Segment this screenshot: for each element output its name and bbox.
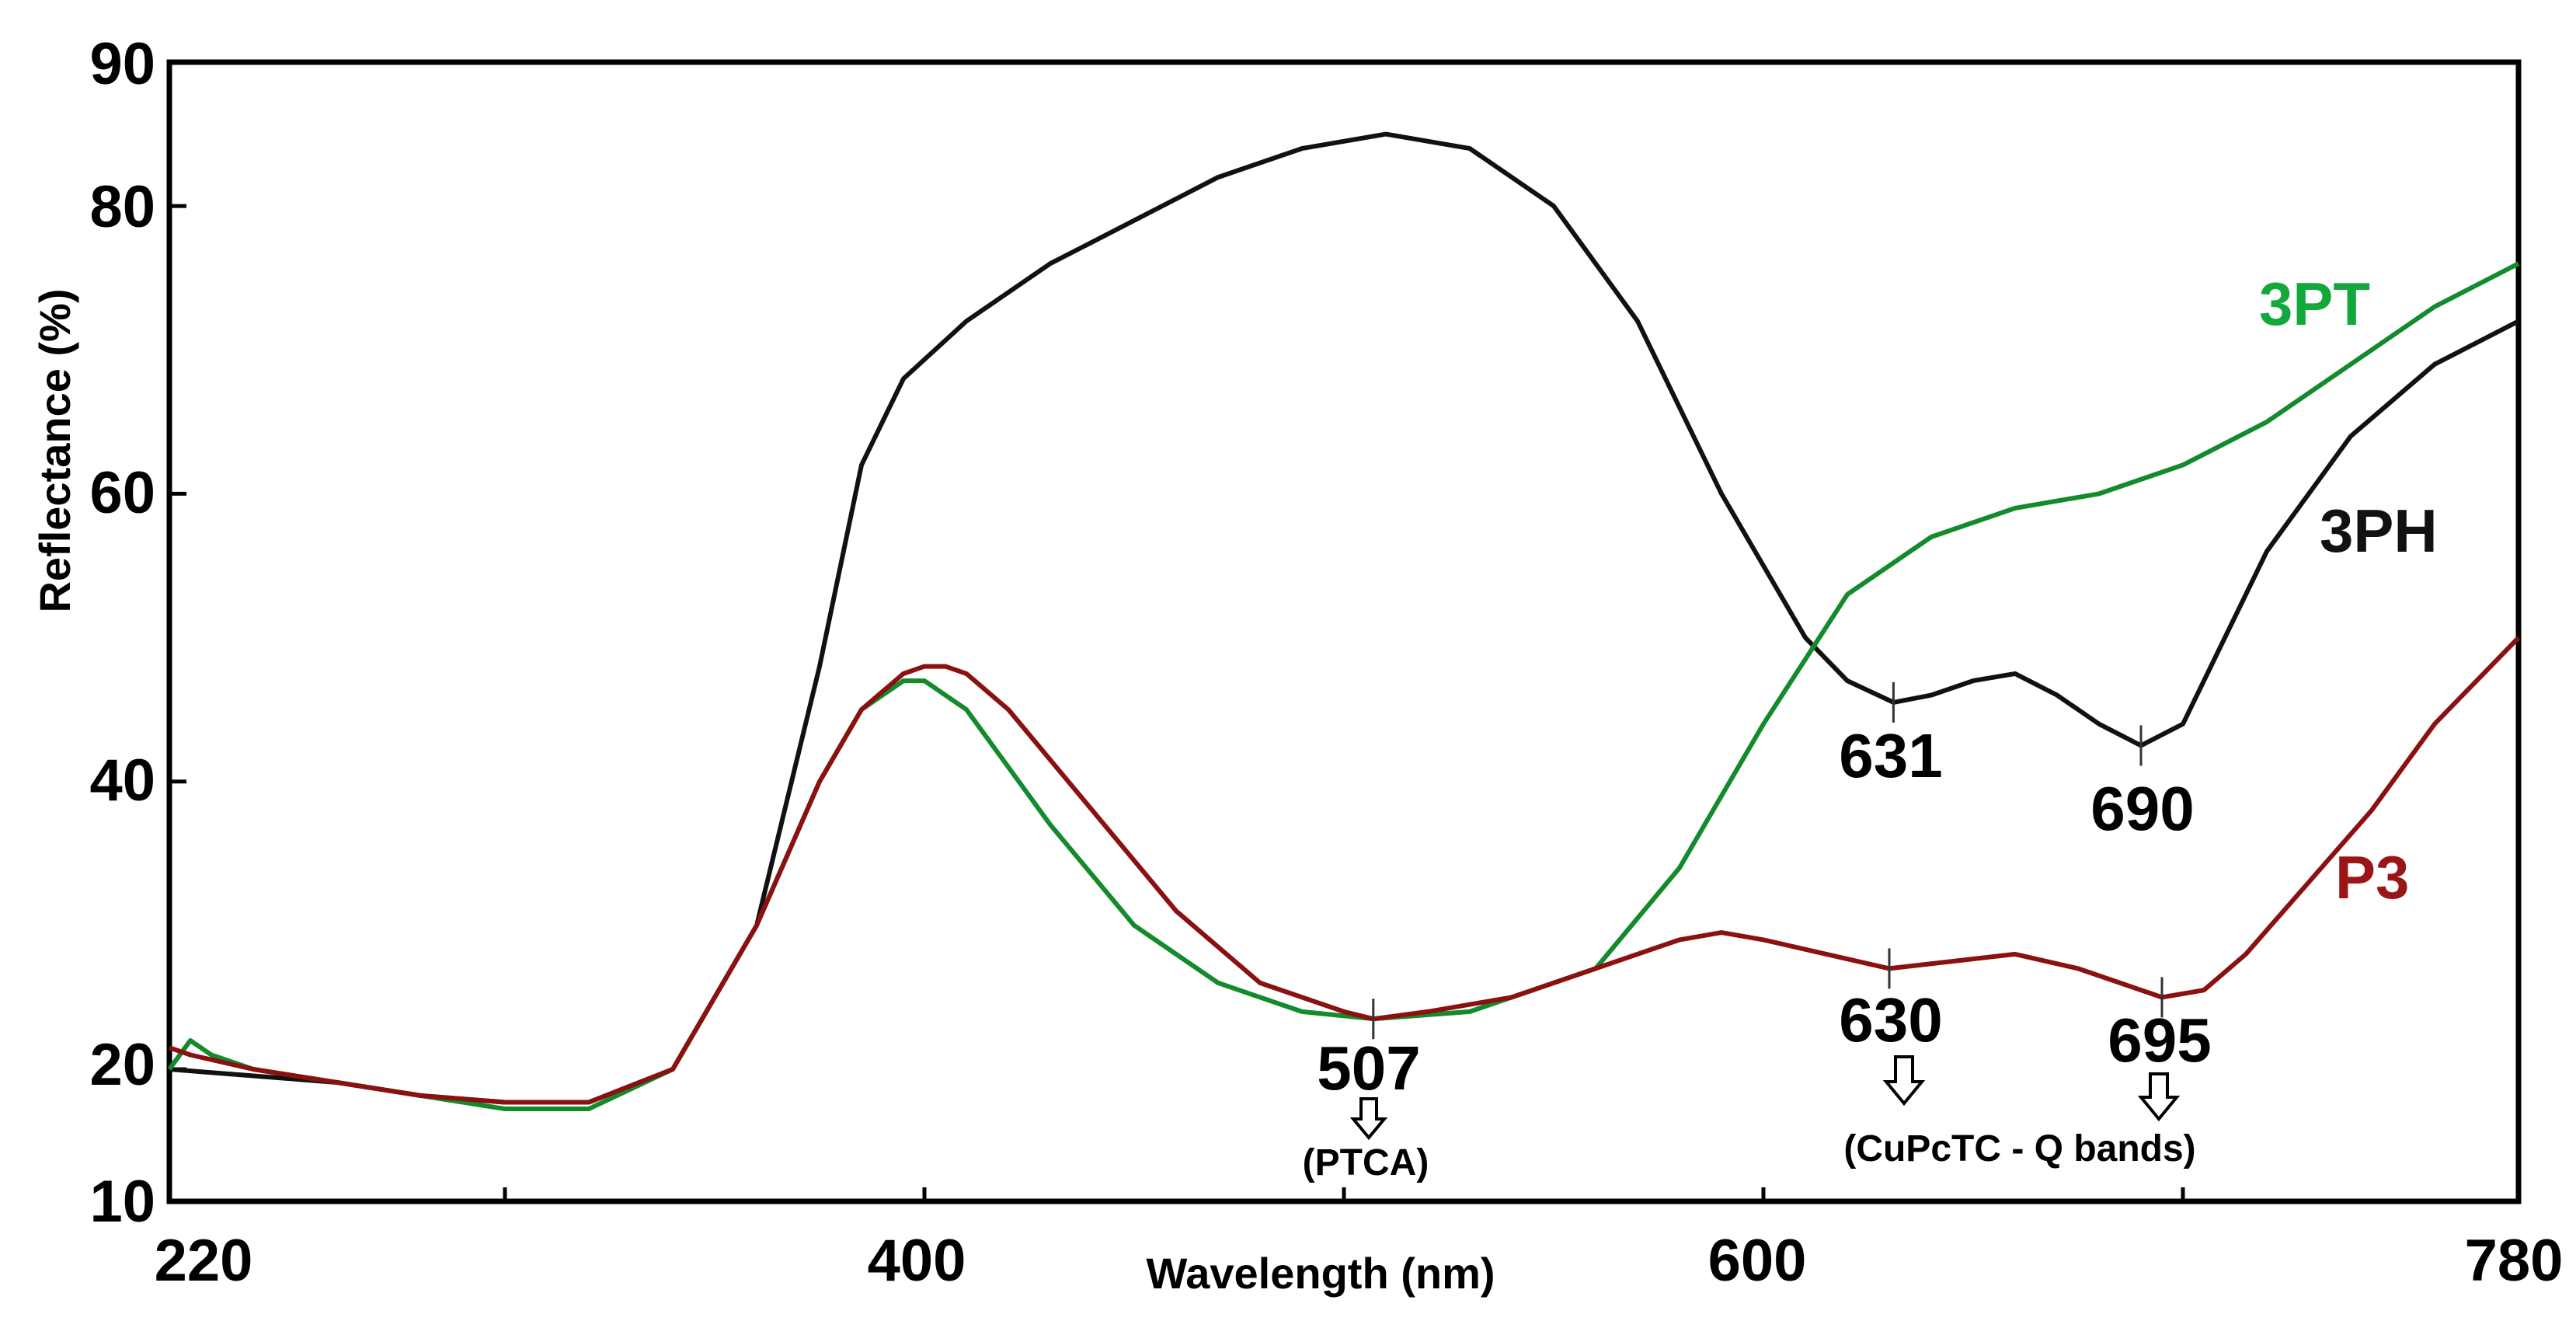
series-line-p3 — [169, 636, 2521, 1105]
x-axis-ticks — [503, 1187, 2185, 1201]
x-tick-label-600: 600 — [1708, 1228, 1807, 1294]
series-label-p3: P3 — [2335, 843, 2409, 911]
y-tick-label-80: 80 — [89, 174, 155, 240]
down-arrow-icon — [1349, 1097, 1388, 1141]
note-cupctc-q-bands: (CuPcTC - Q bands) — [1843, 1128, 2195, 1169]
annotation-label-630: 630 — [1839, 985, 1942, 1054]
note-ptca: (PTCA) — [1303, 1142, 1429, 1183]
series-line-3ph — [169, 131, 2520, 1105]
y-axis-title: Reflectance (%) — [30, 288, 79, 612]
annotation-label-695: 695 — [2108, 1006, 2211, 1075]
x-tick-label-220: 220 — [155, 1228, 253, 1294]
y-tick-label-10: 10 — [89, 1169, 155, 1235]
x-axis-title: Wavelength (nm) — [1146, 1249, 1495, 1298]
x-tick-label-780: 780 — [2465, 1228, 2564, 1294]
annotation-ticks — [1372, 681, 2163, 1040]
y-tick-label-40: 40 — [89, 748, 155, 814]
down-arrow-icon — [1882, 1055, 1926, 1107]
annotation-label-631: 631 — [1839, 721, 1942, 790]
down-arrow-icon — [2137, 1072, 2181, 1122]
series-label-3ph: 3PH — [2320, 497, 2438, 565]
series-line-3pt — [167, 261, 2520, 1111]
x-tick-label-400: 400 — [868, 1228, 966, 1294]
annotation-label-507: 507 — [1317, 1033, 1420, 1103]
annotation-label-690: 690 — [2090, 774, 2194, 843]
series-label-3pt: 3PT — [2259, 270, 2370, 338]
y-tick-label-20: 20 — [89, 1032, 155, 1098]
y-tick-label-60: 60 — [89, 460, 155, 526]
y-tick-label-90: 90 — [89, 31, 155, 97]
